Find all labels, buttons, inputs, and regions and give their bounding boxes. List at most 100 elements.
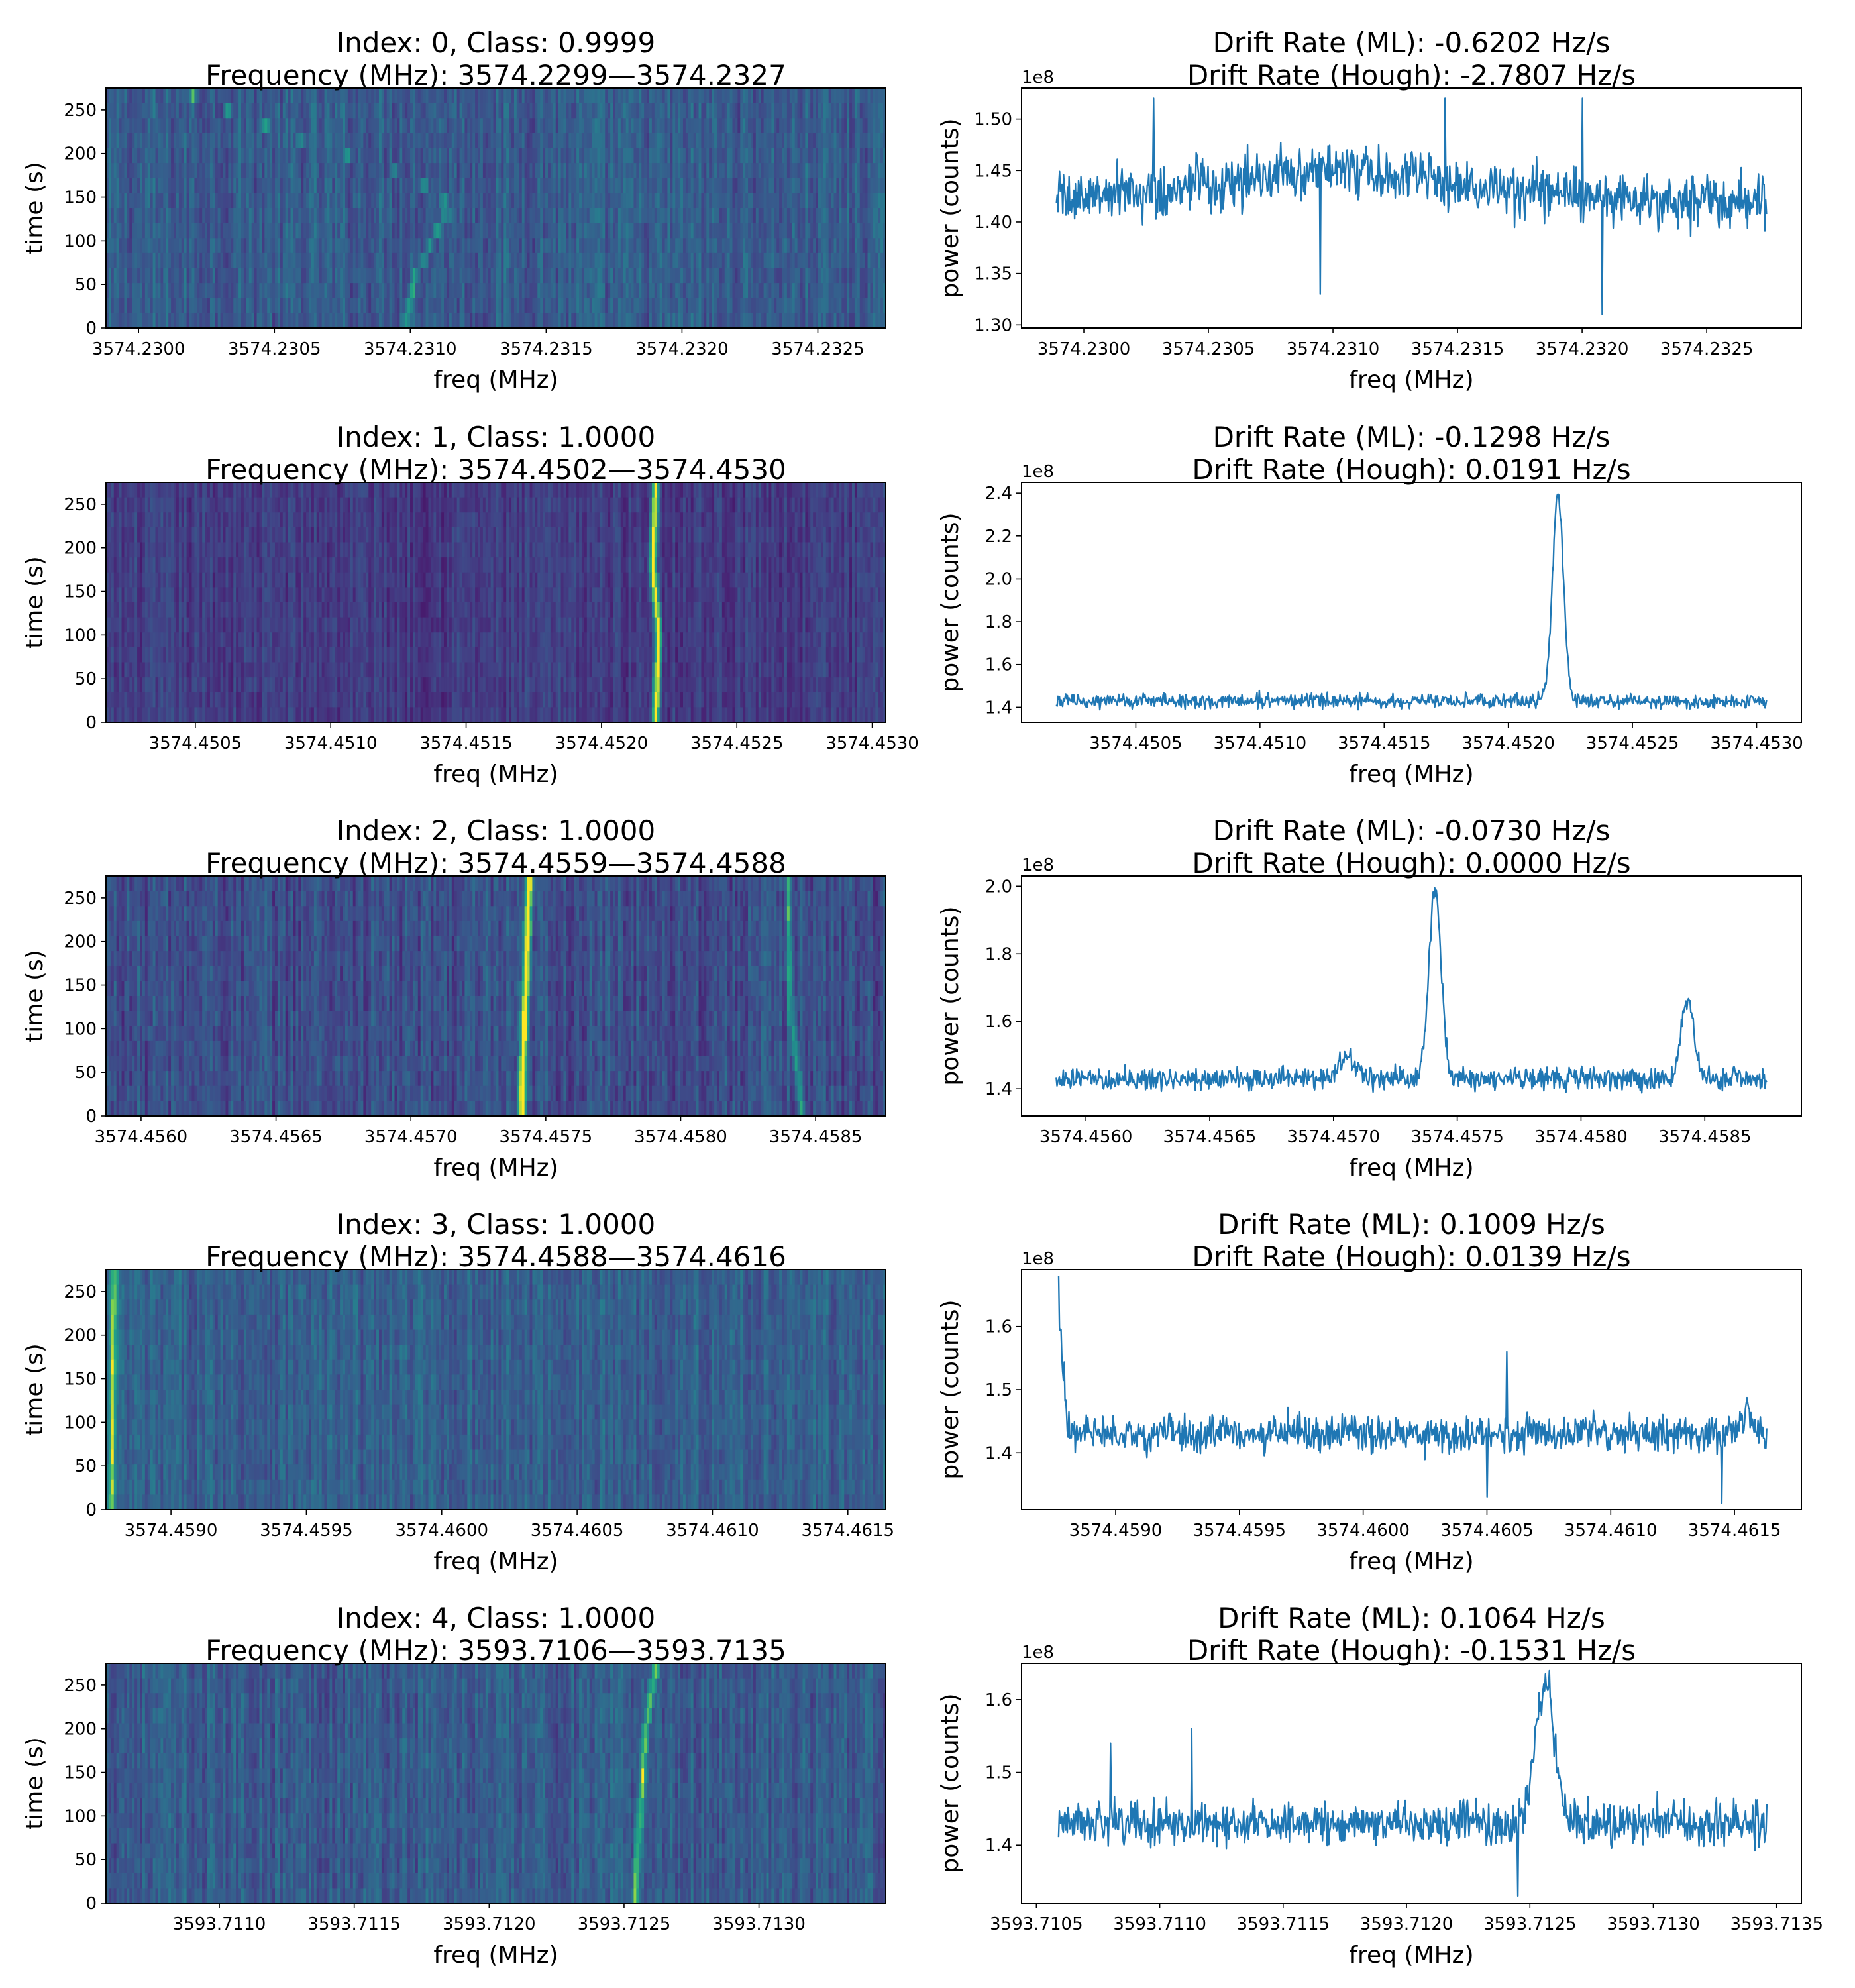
heatmap-cell <box>519 163 523 178</box>
heatmap-cell <box>517 208 520 223</box>
heatmap-cell <box>325 283 328 298</box>
heatmap-cell <box>753 178 757 193</box>
heatmap-cell <box>662 118 666 133</box>
heatmap-cell <box>293 148 296 164</box>
heatmap-cell <box>691 313 694 328</box>
heatmap-cell <box>667 298 670 313</box>
heatmap-cell <box>137 193 140 208</box>
heatmap-cell <box>384 253 388 268</box>
heatmap-cell <box>571 268 574 284</box>
heatmap-cell <box>584 313 588 328</box>
heatmap-cell <box>410 238 413 253</box>
heatmap-cell <box>249 283 252 298</box>
heatmap-cell <box>655 253 658 268</box>
heatmap-cell <box>264 148 268 164</box>
heatmap-cell <box>231 193 234 208</box>
heatmap-cell <box>410 253 413 268</box>
heatmap-cell <box>878 118 881 133</box>
heatmap-cell <box>405 283 408 298</box>
heatmap-cell <box>688 223 692 239</box>
heatmap-cell <box>218 118 221 133</box>
heatmap-cell <box>863 283 866 298</box>
heatmap-cell <box>244 208 247 223</box>
heatmap-cell <box>865 163 869 178</box>
heatmap-cell <box>787 118 790 133</box>
heatmap-cell <box>433 178 437 193</box>
heatmap-cell <box>280 223 284 239</box>
heatmap-cell <box>223 148 227 164</box>
heatmap-cell <box>675 298 678 313</box>
heatmap-cell <box>301 193 304 208</box>
heatmap-cell <box>501 298 504 313</box>
heatmap-cell <box>501 148 504 164</box>
heatmap-cell <box>233 223 237 239</box>
heatmap-cell <box>431 253 434 268</box>
heatmap-cell <box>725 163 728 178</box>
heatmap-cell <box>849 103 853 119</box>
heatmap-cell <box>134 148 138 164</box>
heatmap-cell <box>293 178 296 193</box>
heatmap-cell <box>535 313 538 328</box>
heatmap-cell <box>525 268 528 284</box>
heatmap-cell <box>878 268 881 284</box>
heatmap-cell <box>111 313 115 328</box>
heatmap-cell <box>821 193 824 208</box>
heatmap-cell <box>709 283 712 298</box>
heatmap-cell <box>332 103 335 119</box>
heatmap-cell <box>353 163 356 178</box>
heatmap-cell <box>662 298 666 313</box>
heatmap-cell <box>615 283 619 298</box>
heatmap-cell <box>350 163 354 178</box>
heatmap-cell <box>725 148 728 164</box>
heatmap-cell <box>701 283 704 298</box>
heatmap-cell <box>511 268 515 284</box>
heatmap-cell <box>127 253 130 268</box>
heatmap-cell <box>168 238 172 253</box>
heatmap-cell <box>725 193 728 208</box>
heatmap-cell <box>184 268 187 284</box>
heatmap-cell <box>498 313 502 328</box>
heatmap-cell <box>241 208 244 223</box>
heatmap-cell <box>813 178 816 193</box>
heatmap-cell <box>644 238 647 253</box>
heatmap-cell <box>163 208 166 223</box>
heatmap-cell <box>228 268 231 284</box>
heatmap-cell <box>475 313 478 328</box>
heatmap-cell <box>556 103 559 119</box>
heatmap-cell <box>857 178 861 193</box>
heatmap-cell <box>142 88 146 103</box>
heatmap-cell <box>267 298 270 313</box>
heatmap-cell <box>379 148 382 164</box>
heatmap-cell <box>595 193 598 208</box>
heatmap-cell <box>426 223 429 239</box>
heatmap-cell <box>675 208 678 223</box>
heatmap-cell <box>270 238 273 253</box>
heatmap-cell <box>865 313 869 328</box>
heatmap-cell <box>327 283 330 298</box>
heatmap-cell <box>114 223 117 239</box>
heatmap-cell <box>399 208 403 223</box>
heatmap-cell <box>683 238 686 253</box>
heatmap-cell <box>717 283 720 298</box>
heatmap-cell <box>543 148 546 164</box>
heatmap-cell <box>132 163 135 178</box>
heatmap-cell <box>491 148 494 164</box>
heatmap-cell <box>816 223 819 239</box>
heatmap-cell <box>472 193 476 208</box>
heatmap-cell <box>810 208 814 223</box>
heatmap-cell <box>317 253 320 268</box>
heatmap-cell <box>374 163 377 178</box>
heatmap-cell <box>696 283 700 298</box>
heatmap-cell <box>405 223 408 239</box>
heatmap-cell <box>295 268 299 284</box>
heatmap-cell <box>150 283 154 298</box>
heatmap-cell <box>719 148 723 164</box>
heatmap-cell <box>278 193 281 208</box>
heatmap-cell <box>413 148 416 164</box>
heatmap-cell <box>764 133 767 148</box>
heatmap-cell <box>816 208 819 223</box>
heatmap-cell <box>792 313 796 328</box>
heatmap-cell <box>740 163 743 178</box>
heatmap-cell <box>602 163 606 178</box>
heatmap-cell <box>262 133 265 148</box>
